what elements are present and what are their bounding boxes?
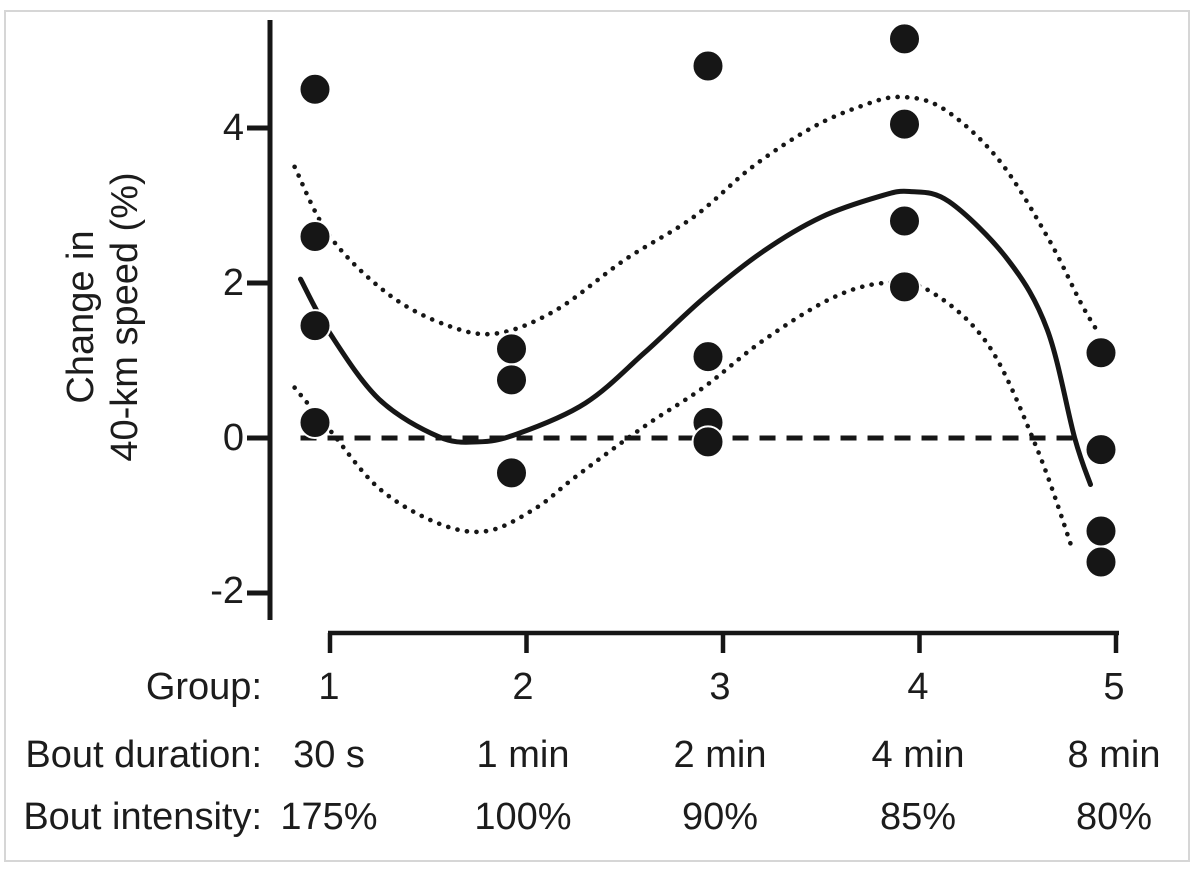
bout-intensity-row-label: Bout intensity: xyxy=(23,796,262,838)
data-point xyxy=(691,49,725,83)
data-point xyxy=(691,425,725,459)
bout-duration-row-label: Bout duration: xyxy=(25,734,262,776)
data-point xyxy=(298,72,332,106)
data-point xyxy=(1084,336,1118,370)
bout-duration-group-2: 1 min xyxy=(476,734,570,776)
fit-curve xyxy=(298,188,1093,487)
x-tick-label-group-3: 3 xyxy=(709,666,731,708)
bout-duration-group-3: 2 min xyxy=(673,734,767,776)
data-point xyxy=(1084,545,1118,579)
data-point xyxy=(691,340,725,374)
group-row-label: Group: xyxy=(145,666,262,708)
data-point xyxy=(888,107,921,141)
bout-intensity-group-2: 100% xyxy=(474,796,572,838)
data-point xyxy=(1084,433,1118,467)
y-tick-label-2: 2 xyxy=(222,262,244,304)
y-axis-title-line1: Change in xyxy=(60,230,102,404)
data-point xyxy=(888,204,921,238)
x-tick-label-group-4: 4 xyxy=(907,666,929,708)
y-axis-title-line2: 40-km speed (%) xyxy=(104,172,146,462)
data-point xyxy=(495,332,528,366)
data-point xyxy=(495,456,528,490)
bout-intensity-group-3: 90% xyxy=(681,796,759,838)
data-point xyxy=(298,406,332,439)
y-tick-label-neg2: -2 xyxy=(210,570,244,612)
data-point xyxy=(888,270,921,304)
data-point xyxy=(888,22,921,56)
data-point xyxy=(1084,514,1118,548)
bout-intensity-group-4: 85% xyxy=(879,796,957,838)
x-tick-label-group-1: 1 xyxy=(318,666,340,708)
data-point xyxy=(495,363,528,397)
bout-intensity-group-5: 80% xyxy=(1075,796,1153,838)
upper-confidence-curve xyxy=(292,94,1099,337)
bout-duration-group-5: 8 min xyxy=(1067,734,1161,776)
y-axis-title: Change in 40-km speed (%) xyxy=(59,67,147,567)
data-point xyxy=(298,220,332,253)
lower-confidence-curve xyxy=(292,279,1076,553)
x-tick-label-group-2: 2 xyxy=(512,666,534,708)
bout-duration-group-4: 4 min xyxy=(871,734,965,776)
y-tick-label-0: 0 xyxy=(222,417,244,459)
bout-intensity-group-1: 175% xyxy=(280,796,378,838)
data-point xyxy=(298,309,332,343)
y-tick-label-4: 4 xyxy=(222,107,244,149)
x-tick-label-group-5: 5 xyxy=(1103,666,1125,708)
bout-duration-group-1: 30 s xyxy=(293,734,365,776)
